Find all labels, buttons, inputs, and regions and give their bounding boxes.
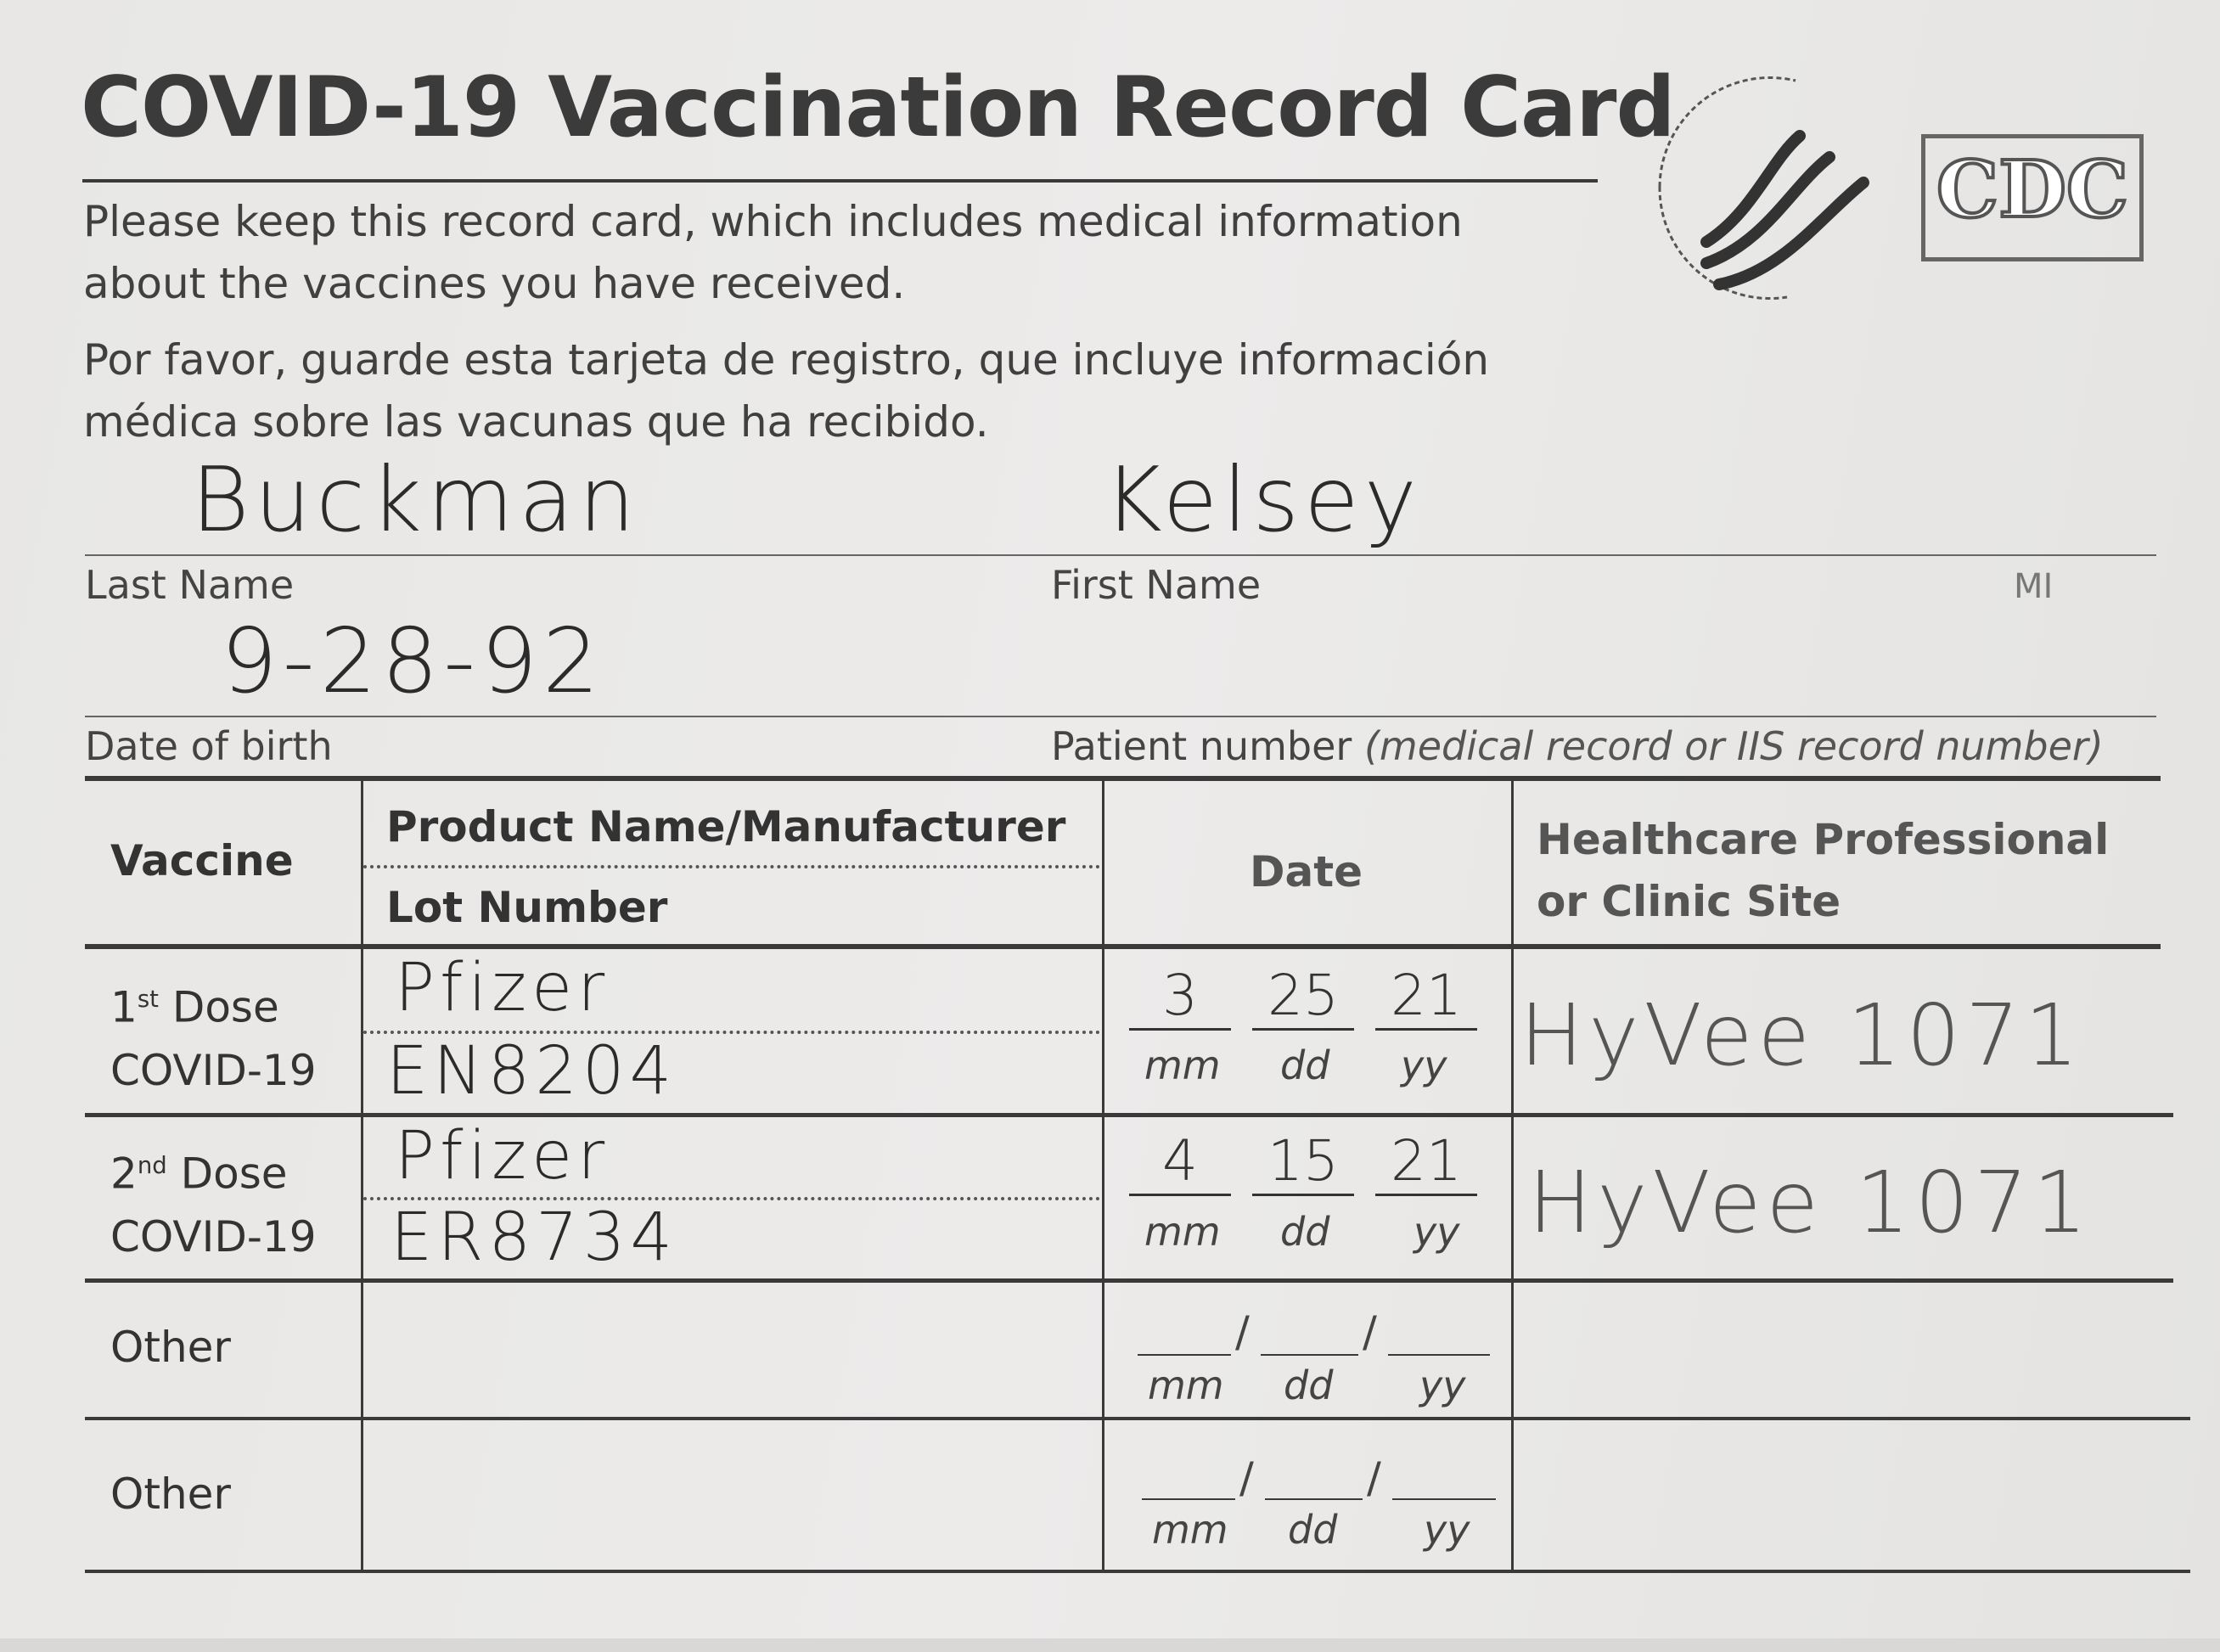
dose-number: 2	[110, 1149, 138, 1199]
first-name-label: First Name	[1051, 562, 1262, 608]
first-name-value: Kelsey	[1104, 448, 1422, 552]
dose-word: Dose	[166, 1149, 288, 1199]
name-line	[85, 554, 2156, 556]
header-dotted-divider	[363, 865, 1100, 868]
dob-label: Date of birth	[85, 723, 333, 769]
column-divider	[1511, 778, 1514, 1572]
card-title: COVID-19 Vaccination Record Card	[81, 59, 1676, 156]
other-1-dd-label: dd	[1284, 1363, 1334, 1408]
dose-2-lot: ER8734	[391, 1200, 677, 1276]
other-2-mm-label: mm	[1152, 1507, 1228, 1553]
header-vaccine: Vaccine	[110, 836, 294, 885]
dose-1-day: 25	[1252, 964, 1354, 1031]
dose-2-year: 21	[1375, 1129, 1477, 1196]
blank-yy-line	[1392, 1498, 1496, 1500]
other-2-yy-label: yy	[1424, 1507, 1470, 1553]
dose-1-lot: EN8204	[386, 1033, 677, 1110]
cdc-logo: CDC	[1921, 134, 2144, 261]
title-underline	[82, 179, 1598, 183]
patient-number-hint: (medical record or IIS record number)	[1363, 723, 2104, 769]
dose-2-dd-label: dd	[1280, 1209, 1330, 1255]
dose-suffix: st	[137, 986, 159, 1013]
row-dotted-divider	[363, 1031, 1100, 1034]
blank-dd-line	[1261, 1354, 1358, 1356]
patient-number-label-text: Patient number	[1051, 723, 1352, 769]
row-line	[85, 1570, 2190, 1573]
column-divider	[361, 778, 363, 1572]
date-slash: /	[1363, 1307, 1377, 1357]
dose-number: 1	[110, 982, 138, 1032]
mi-label: MI	[2014, 567, 2054, 606]
dose-2-yy-label: yy	[1413, 1209, 1460, 1255]
blank-dd-line	[1265, 1498, 1363, 1500]
dose-1-vaccine: COVID-19	[110, 1045, 317, 1095]
dose-suffix: nd	[137, 1152, 167, 1179]
dose-1-label: 1st Dose COVID-19	[110, 968, 317, 1102]
dose-word: Dose	[158, 982, 279, 1032]
other-2-dd-label: dd	[1288, 1507, 1338, 1553]
header-date: Date	[1250, 847, 1363, 896]
column-divider	[1102, 778, 1104, 1572]
date-slash: /	[1235, 1307, 1250, 1357]
blank-mm-line	[1142, 1498, 1235, 1500]
cdc-logo-text: CDC	[1935, 142, 2130, 237]
row-line	[85, 1113, 2173, 1117]
dose-2-vaccine: COVID-19	[110, 1211, 317, 1261]
dose-2-day: 15	[1252, 1129, 1354, 1196]
row-line	[85, 1417, 2190, 1420]
dose-1-yy-label: yy	[1401, 1042, 1447, 1088]
header-bottom-line	[85, 944, 2161, 949]
intro-en-line1: Please keep this record card, which incl…	[83, 197, 1463, 246]
other-row-2-label: Other	[110, 1469, 231, 1519]
dose-2-product: Pfizer	[395, 1118, 610, 1194]
dose-2-mm-label: mm	[1144, 1209, 1221, 1255]
dob-line	[85, 716, 2156, 717]
dose-2-month: 4	[1129, 1129, 1231, 1196]
dob-value: 9-28-92	[221, 610, 604, 713]
date-slash: /	[1367, 1453, 1381, 1503]
intro-en-line2: about the vaccines you have received.	[83, 259, 906, 308]
header-site-line2: or Clinic Site	[1537, 877, 1841, 926]
dose-1-mm-label: mm	[1144, 1042, 1221, 1088]
other-1-mm-label: mm	[1148, 1363, 1224, 1408]
dose-1-site: HyVee 1071	[1520, 986, 2084, 1085]
dose-1-dd-label: dd	[1280, 1042, 1330, 1088]
row-dotted-divider	[363, 1197, 1100, 1200]
last-name-label: Last Name	[85, 562, 295, 608]
intro-es-line2: médica sobre las vacunas que ha recibido…	[83, 397, 989, 447]
patient-number-label: Patient number (medical record or IIS re…	[1051, 723, 2104, 769]
header-site-line1: Healthcare Professional	[1537, 815, 2110, 864]
blank-yy-line	[1388, 1354, 1490, 1356]
table-top-line	[85, 776, 2161, 781]
date-slash: /	[1239, 1453, 1254, 1503]
intro-es-line1: Por favor, guarde esta tarjeta de regist…	[83, 335, 1490, 385]
dose-1-product: Pfizer	[395, 950, 610, 1026]
hhs-eagle-seal-icon	[1658, 76, 1869, 301]
header-product: Product Name/Manufacturer	[386, 802, 1066, 851]
dose-1-year: 21	[1375, 964, 1477, 1031]
dose-1-month: 3	[1129, 964, 1231, 1031]
blank-mm-line	[1138, 1354, 1231, 1356]
other-1-yy-label: yy	[1419, 1363, 1466, 1408]
dose-2-site: HyVee 1071	[1528, 1153, 2093, 1252]
dose-2-label: 2nd Dose COVID-19	[110, 1134, 317, 1268]
last-name-value: Buckman	[191, 448, 641, 552]
header-lot: Lot Number	[386, 883, 668, 932]
row-line	[85, 1278, 2173, 1283]
other-row-1-label: Other	[110, 1323, 231, 1372]
